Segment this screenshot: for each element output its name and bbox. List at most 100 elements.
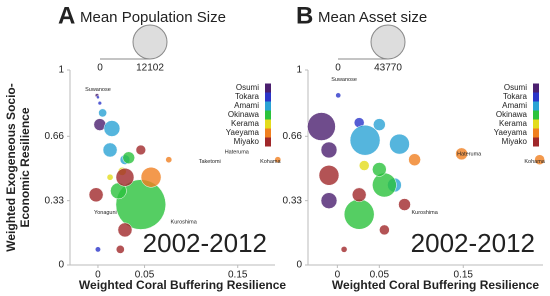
bubble [408,153,421,166]
legend-swatch [265,92,271,102]
bubble [349,124,381,156]
bubble [96,95,100,100]
legend-label: Okinawa [228,110,260,119]
bubble [389,133,410,155]
legend-swatch [533,137,539,147]
y-tick-label: 0.66 [45,131,65,142]
bubble [122,151,135,164]
bubble [318,165,340,186]
bubble [115,167,135,187]
bubble [398,198,411,211]
size-legend-max: 12102 [136,63,164,74]
bubble [358,160,370,171]
legend-label: Kerama [231,119,260,128]
x-axis-label: Weighted Coral Buffering Resilience [79,278,286,292]
legend-label: Kerama [499,119,528,128]
legend-label: Miyako [502,137,528,146]
island-label: Hateruma [225,149,250,155]
island-label: Taketomi [199,159,221,165]
x-axis-label: Weighted Coral Buffering Resilience [332,278,539,292]
bubble [98,108,107,118]
legend-label: Amami [234,101,259,110]
bubble [335,92,342,99]
bubble [320,192,338,209]
bubble [88,187,104,203]
bubble [351,187,367,203]
bubble [455,147,468,161]
y-tick-label: 1 [58,65,64,76]
legend-label: Yaeyama [494,128,528,137]
bubble [115,179,166,230]
bubble [307,112,336,141]
y-tick-label: 0 [58,260,64,271]
legend-swatch [265,83,271,93]
legend-swatch [533,83,539,93]
bubble [340,246,348,253]
bubble [117,222,133,238]
legend-swatch [533,119,539,129]
period-label: 2002-2012 [411,228,535,258]
island-label: Kohama [524,159,545,165]
panel-letter: A [58,2,75,29]
y-tick-label: 0.66 [283,131,303,142]
bubble [534,154,545,165]
bubble [372,162,387,177]
x-tick-label: 0.05 [135,270,155,281]
legend-label: Yaeyama [226,128,260,137]
legend-swatch [533,92,539,102]
legend-swatch [533,101,539,111]
legend-label: Tokara [235,92,260,101]
size-legend-max: 43770 [374,63,402,74]
size-legend-circle [370,24,406,60]
island-label: Kuroshima [171,220,198,226]
bubble [115,245,125,254]
legend-swatch [533,110,539,120]
legend-swatch [265,101,271,111]
island-label: Kohama [260,159,281,165]
bubble [103,120,121,137]
bubble [165,156,173,164]
x-tick-label: 0.15 [454,270,474,281]
legend-swatch [265,119,271,129]
x-tick-label: 0.15 [228,270,248,281]
y-tick-label: 0.33 [45,195,65,206]
chart-title: Mean Population Size [80,9,226,26]
island-label: Yonaguni [94,210,117,216]
legend-label: Tokara [503,92,528,101]
period-label: 2002-2012 [143,228,267,258]
size-legend-min: 0 [97,63,103,74]
y-axis-label: Economic Resilience [18,107,32,227]
bubble [135,144,146,156]
island-label: Suwanose [85,87,111,93]
bubble [97,101,102,106]
y-tick-label: 1 [296,65,302,76]
x-tick-label: 0.05 [370,270,390,281]
bubble [373,118,386,131]
y-tick-label: 0 [296,260,302,271]
island-label: Suwanose [331,77,357,83]
legend-swatch [533,128,539,138]
bubble [140,166,162,188]
size-legend-min: 0 [335,63,341,74]
legend-label: Osumi [236,83,259,92]
y-tick-label: 0.33 [283,195,303,206]
bubble [106,173,114,181]
island-label: Hateruma [457,151,482,157]
legend-label: Miyako [234,137,260,146]
legend-label: Osumi [504,83,527,92]
legend-label: Okinawa [496,110,528,119]
x-tick-label: 0 [335,270,341,281]
legend-swatch [265,110,271,120]
chart-title: Mean Asset size [318,9,427,26]
legend-swatch [265,128,271,138]
island-label: Kuroshima [412,210,439,216]
bubble [343,199,375,230]
legend-swatch [265,137,271,147]
bubble [372,172,397,198]
bubble [95,246,101,253]
panel-letter: B [296,2,313,29]
y-axis-label: Weighted Exogeneous Socio- [4,83,18,251]
x-tick-label: 0 [95,270,101,281]
bubble [320,141,338,159]
